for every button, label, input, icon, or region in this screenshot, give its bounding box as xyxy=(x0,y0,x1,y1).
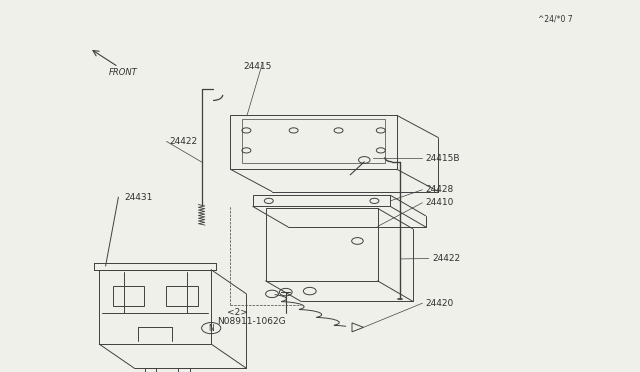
Text: N08911-1062G: N08911-1062G xyxy=(218,317,286,326)
Text: 24415B: 24415B xyxy=(426,154,460,163)
Bar xyxy=(166,286,198,307)
Bar xyxy=(242,119,385,163)
Bar xyxy=(253,195,390,206)
Text: 24422: 24422 xyxy=(432,254,460,263)
Text: 24415: 24415 xyxy=(243,62,271,71)
Bar xyxy=(99,270,211,344)
Text: N: N xyxy=(209,324,214,333)
Bar xyxy=(145,368,156,372)
Text: ^24/*0 7: ^24/*0 7 xyxy=(538,14,572,23)
Text: FRONT: FRONT xyxy=(109,68,138,77)
Text: 24431: 24431 xyxy=(125,193,153,202)
Text: 24410: 24410 xyxy=(426,198,454,207)
Bar xyxy=(266,208,378,281)
Bar xyxy=(179,368,190,372)
Text: 24428: 24428 xyxy=(426,185,454,194)
Text: 24420: 24420 xyxy=(426,299,454,308)
Text: 24422: 24422 xyxy=(170,137,198,146)
Text: <2>: <2> xyxy=(227,308,248,317)
Bar xyxy=(113,286,144,307)
Bar xyxy=(230,115,397,169)
